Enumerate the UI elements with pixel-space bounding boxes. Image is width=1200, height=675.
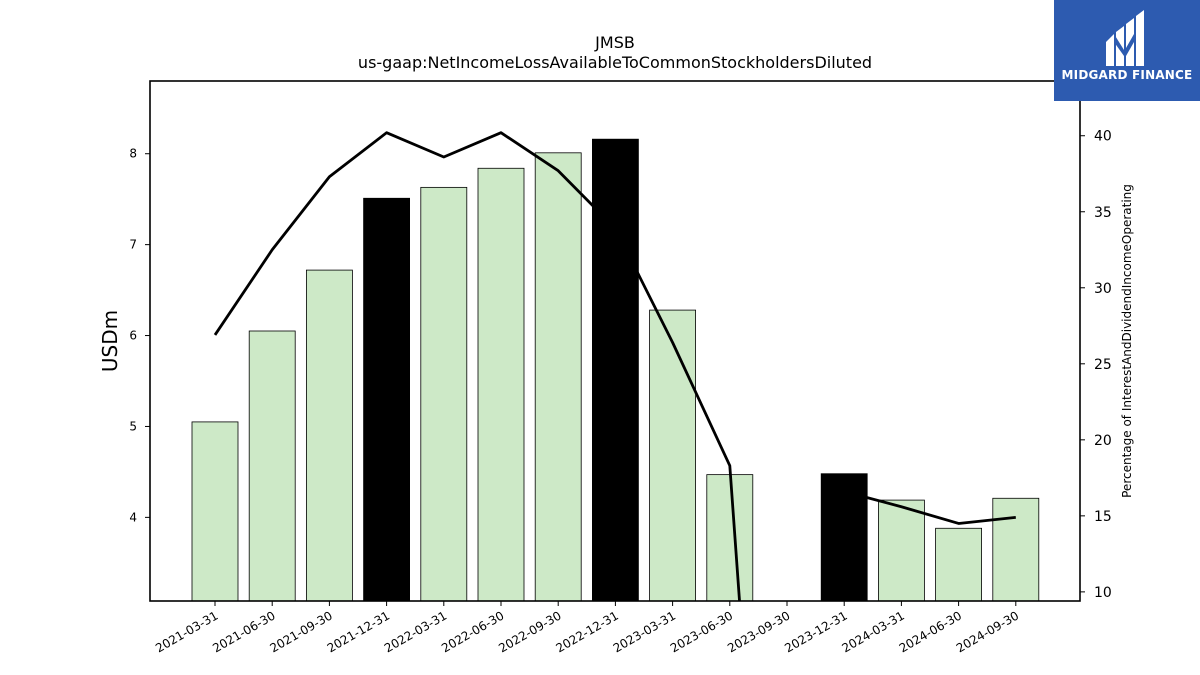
y-axis-label: USDm — [98, 310, 122, 372]
x-tick-label: 2024-09-30 — [954, 608, 1021, 655]
bar-2024-03-31 — [878, 499, 925, 602]
chart-title: JMSB — [594, 33, 635, 52]
line-segment-1 — [213, 131, 741, 602]
chart-subtitle: us-gaap:NetIncomeLossAvailableToCommonSt… — [358, 53, 872, 72]
y2-tick-label: 15 — [1094, 509, 1112, 525]
x-tick-label: 2022-09-30 — [496, 608, 563, 655]
bar-2021-09-30 — [305, 269, 353, 602]
x-tick-label: 2023-12-31 — [782, 608, 849, 655]
bars — [191, 138, 1040, 602]
y2-tick-label: 25 — [1094, 357, 1112, 373]
x-tick-label: 2021-12-31 — [325, 608, 392, 655]
x-tick-label: 2024-06-30 — [897, 608, 964, 655]
y2-tick-label: 10 — [1094, 585, 1112, 601]
y2-tick-label: 40 — [1094, 129, 1112, 145]
x-tick-label: 2022-06-30 — [439, 608, 506, 655]
y-tick-label: 8 — [129, 147, 137, 161]
x-tick-label: 2023-06-30 — [668, 608, 735, 655]
x-axis: 2021-03-312021-06-302021-09-302021-12-31… — [153, 601, 1021, 655]
x-tick-label: 2021-03-31 — [153, 608, 220, 655]
y2-axis-label: Percentage of InterestAndDividendIncomeO… — [1120, 184, 1134, 498]
y-tick-label: 7 — [129, 238, 137, 252]
bar-2023-06-30 — [706, 474, 754, 602]
line-segment-2 — [843, 490, 1016, 525]
bar-2024-06-30 — [935, 527, 982, 602]
bar-2023-03-31 — [649, 309, 696, 602]
y-tick-label: 5 — [129, 419, 137, 433]
y-tick-label: 6 — [129, 329, 137, 343]
bar-2022-06-30 — [477, 167, 525, 602]
y-tick-label: 4 — [129, 510, 137, 524]
logo: MIDGARD FINANCE — [1054, 0, 1200, 101]
y-axis-right: 10 15 20 25 30 35 40 — [1080, 129, 1112, 601]
y2-tick-label: 30 — [1094, 281, 1112, 297]
x-tick-label: 2023-03-31 — [611, 608, 678, 655]
bar-2022-12-31 — [592, 138, 639, 602]
bar-2022-09-30 — [534, 152, 582, 602]
x-tick-label: 2021-06-30 — [210, 608, 277, 655]
bar-2022-03-31 — [420, 186, 468, 602]
x-tick-label: 2024-03-31 — [839, 608, 906, 655]
x-tick-label: 2023-09-30 — [725, 608, 792, 655]
y-axis-left: 4 5 6 7 8 — [129, 147, 150, 524]
percentage-line — [213, 131, 1016, 602]
bar-2024-09-30 — [992, 497, 1040, 602]
x-tick-label: 2021-09-30 — [267, 608, 334, 655]
bar-2021-12-31 — [363, 197, 411, 602]
bar-2021-06-30 — [248, 330, 296, 602]
midgard-logo-icon — [1106, 10, 1144, 66]
logo-text: MIDGARD FINANCE — [1061, 68, 1193, 82]
x-tick-label: 2022-03-31 — [382, 608, 449, 655]
x-tick-label: 2022-12-31 — [553, 608, 620, 655]
bar-2021-03-31 — [191, 421, 239, 602]
y2-tick-label: 20 — [1094, 433, 1112, 449]
y2-tick-label: 35 — [1094, 205, 1112, 221]
